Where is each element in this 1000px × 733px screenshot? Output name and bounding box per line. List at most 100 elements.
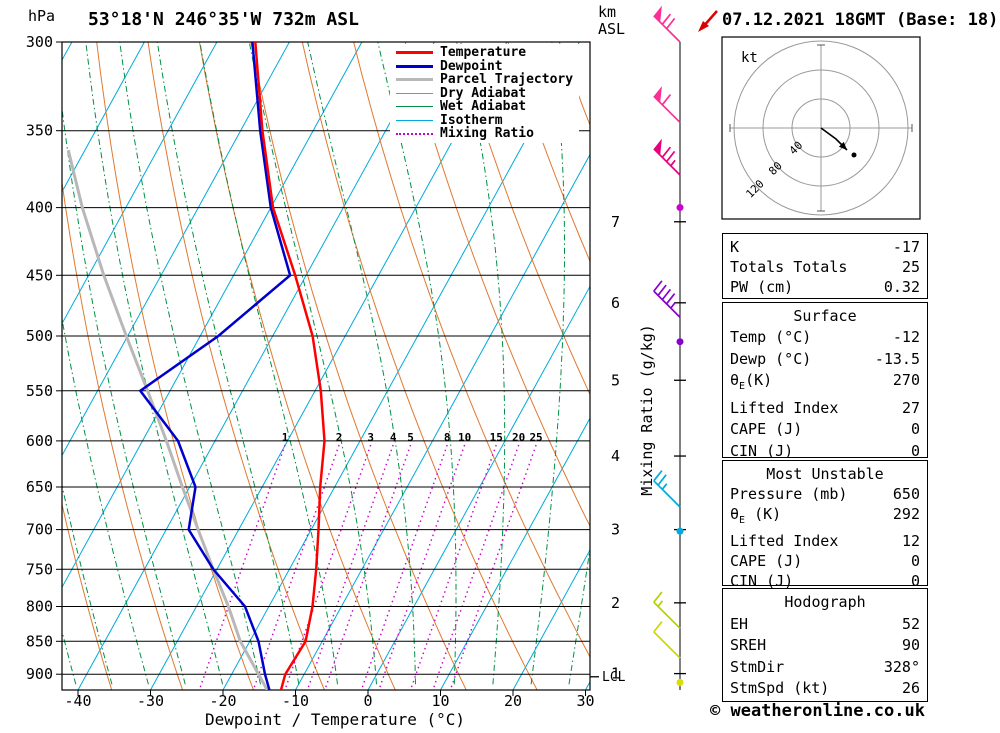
wind-barb — [653, 86, 681, 124]
stat-value: 0 — [910, 420, 920, 439]
svg-text:800: 800 — [26, 598, 53, 616]
stat-label: CIN (J) — [730, 572, 794, 590]
legend-item: Wet Adiabat — [396, 99, 573, 114]
legend-label: Dewpoint — [440, 58, 503, 74]
svg-text:750: 750 — [26, 560, 53, 578]
legend-item: Temperature — [396, 45, 573, 60]
svg-text:Mixing Ratio (g/kg): Mixing Ratio (g/kg) — [638, 324, 656, 496]
legend-line-sample — [396, 132, 433, 135]
svg-text:4: 4 — [390, 431, 397, 444]
stat-value: 52 — [901, 614, 920, 633]
stats-box-title: Most Unstable — [766, 465, 884, 483]
svg-text:5: 5 — [611, 371, 620, 389]
temperature-line — [254, 42, 326, 690]
height-axis-unit-label: km ASL — [598, 4, 625, 38]
wind-dot — [676, 527, 684, 535]
svg-text:5: 5 — [407, 431, 414, 444]
temperature-axis-label: Dewpoint / Temperature (°C) — [204, 710, 466, 729]
stats-box-surface: Surface Temp (°C) -12 Dewp (°C) -13.5 θE(K) 27… — [722, 302, 928, 460]
hodograph-dot — [851, 152, 857, 158]
stat-label: Lifted Index — [730, 398, 839, 417]
km-label: km — [598, 3, 617, 21]
legend-item: Dewpoint — [396, 58, 573, 74]
legend-line-sample — [396, 51, 433, 55]
stat-label: θE (K) — [730, 505, 782, 526]
svg-text:-10: -10 — [282, 692, 309, 710]
stat-row: Temp (°C) -12 — [723, 327, 927, 348]
legend-item: Dry Adiabat — [396, 85, 573, 101]
stat-label: K — [730, 238, 740, 256]
stat-row: Pressure (mb) 650 — [723, 484, 927, 504]
stat-row: SREH 90 — [723, 635, 927, 657]
wind-barb — [653, 138, 681, 176]
legend-item: Parcel Trajectory — [396, 72, 573, 87]
svg-text:-20: -20 — [209, 692, 236, 710]
wind-barb — [653, 591, 681, 629]
svg-text:7: 7 — [611, 213, 620, 231]
wind-dot — [676, 338, 684, 346]
stat-row: CAPE (J) 0 — [723, 551, 927, 571]
stats-box-most-unstable: Most Unstable Pressure (mb) 650 θE (K) 292 Li… — [722, 460, 928, 590]
stat-label: Dewp (°C) — [730, 349, 812, 368]
stat-row: StmDir 328° — [723, 657, 927, 679]
stat-value: 12 — [901, 532, 920, 550]
svg-text:6: 6 — [611, 294, 620, 312]
stat-value: 328° — [883, 657, 920, 676]
legend-item: Isotherm — [396, 112, 573, 128]
svg-text:-40: -40 — [64, 692, 91, 710]
stat-value: 0 — [910, 572, 920, 590]
legend-line-sample — [396, 78, 433, 82]
legend-line-sample — [396, 119, 433, 121]
chart-legend: Temperature Dewpoint Parcel Trajectory Dry … — [390, 44, 580, 143]
legend-label: Dry Adiabat — [440, 85, 527, 101]
svg-text:700: 700 — [26, 521, 53, 539]
stat-value: -13.5 — [874, 349, 920, 368]
stat-row: StmSpd (kt) 26 — [723, 678, 927, 700]
svg-text:25: 25 — [529, 431, 542, 444]
wind-barb — [653, 470, 681, 508]
datetime-title: 07.12.2021 18GMT (Base: 18) — [722, 10, 999, 30]
svg-text:0: 0 — [363, 692, 372, 710]
wind-dot — [676, 204, 684, 212]
stats-box-indices: K -17 Totals Totals 25 PW (cm) 0.32 — [722, 233, 928, 299]
svg-text:1: 1 — [611, 665, 620, 683]
stat-label: EH — [730, 614, 749, 633]
stat-value: -12 — [892, 328, 920, 347]
sounding-profiles — [66, 42, 326, 690]
svg-text:4: 4 — [611, 447, 620, 465]
stat-label: Lifted Index — [730, 532, 839, 550]
stat-value: 26 — [901, 679, 920, 698]
stat-label: CAPE (J) — [730, 552, 803, 570]
wind-dot — [676, 678, 684, 686]
legend-label: Isotherm — [440, 112, 503, 128]
svg-text:900: 900 — [26, 665, 53, 683]
stat-value: -17 — [892, 238, 920, 256]
stat-row: θE(K) 270 — [723, 370, 927, 397]
svg-text:8: 8 — [444, 431, 451, 444]
svg-text:850: 850 — [26, 632, 53, 650]
stat-label: SREH — [730, 636, 767, 655]
stat-row: PW (cm) 0.32 — [723, 277, 927, 297]
svg-text:10: 10 — [431, 692, 449, 710]
stat-row: CAPE (J) 0 — [723, 419, 927, 440]
stats-box-title: Surface — [793, 307, 857, 325]
stat-label: Pressure (mb) — [730, 485, 848, 503]
stat-row: Dewp (°C) -13.5 — [723, 349, 927, 370]
pressure-axis-unit-label: hPa — [28, 7, 56, 25]
parcel-trajectory-line — [66, 149, 269, 690]
svg-text:-30: -30 — [137, 692, 164, 710]
stat-label: StmDir — [730, 657, 785, 676]
stat-value: 270 — [892, 371, 920, 390]
dewpoint-line — [138, 42, 292, 690]
legend-line-sample — [396, 92, 433, 94]
stat-value: 0 — [910, 441, 920, 460]
stat-row: EH 52 — [723, 614, 927, 636]
chart-axes: 300350400450500550600650700750800850900-… — [26, 33, 595, 710]
svg-text:650: 650 — [26, 478, 53, 496]
svg-text:20: 20 — [504, 692, 522, 710]
stat-row: CIN (J) 0 — [723, 571, 927, 591]
svg-text:3: 3 — [611, 521, 620, 539]
